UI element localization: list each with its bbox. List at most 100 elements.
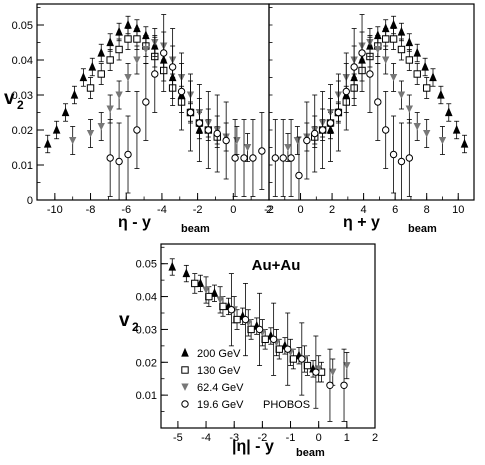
data-point bbox=[124, 19, 132, 29]
x-tick-label: 6 bbox=[392, 204, 398, 216]
data-point bbox=[227, 306, 236, 314]
data-point bbox=[303, 136, 311, 145]
data-point bbox=[255, 325, 264, 334]
data-point bbox=[115, 45, 123, 54]
data-point bbox=[275, 345, 283, 353]
x-tick-label: 1 bbox=[344, 432, 350, 444]
legend-phobos: PHOBOS bbox=[263, 399, 310, 411]
data-point bbox=[366, 70, 374, 78]
x-tick-label: -8 bbox=[86, 204, 96, 216]
panel-1-frame bbox=[36, 3, 270, 201]
data-point bbox=[350, 63, 358, 71]
x-tick-label: -1 bbox=[286, 432, 296, 444]
y-tick-label: 0.03 bbox=[136, 324, 157, 336]
panel-3-ylabel-sub: 2 bbox=[132, 320, 139, 334]
data-point bbox=[243, 144, 252, 152]
legend-marker bbox=[181, 383, 189, 391]
data-point bbox=[241, 315, 250, 324]
data-point bbox=[133, 56, 141, 64]
data-point bbox=[326, 381, 334, 389]
data-point bbox=[389, 35, 398, 43]
legend-label-200: 200 GeV bbox=[197, 348, 241, 360]
data-point bbox=[168, 63, 177, 71]
data-point bbox=[334, 108, 343, 117]
data-point bbox=[429, 72, 437, 82]
y-tick-label: 0.03 bbox=[12, 90, 33, 102]
data-point bbox=[460, 138, 469, 148]
data-point bbox=[279, 154, 287, 162]
y-tick-label: 0.05 bbox=[136, 259, 157, 271]
x-tick-label: 0 bbox=[316, 432, 322, 444]
x-tick-label: 0 bbox=[297, 204, 303, 216]
panel-1-xlabel-sub: beam bbox=[181, 223, 210, 235]
data-point bbox=[298, 355, 306, 363]
data-point bbox=[195, 119, 204, 127]
data-point bbox=[177, 87, 186, 96]
data-point bbox=[413, 70, 421, 78]
y-tick-label: 0.02 bbox=[136, 357, 157, 369]
legend-marker bbox=[181, 347, 189, 357]
x-tick-label: -10 bbox=[47, 204, 63, 216]
data-point bbox=[287, 154, 295, 162]
data-point bbox=[405, 56, 414, 64]
data-point bbox=[115, 26, 123, 36]
data-point bbox=[397, 45, 406, 54]
legend-marker bbox=[181, 400, 189, 408]
x-tick-label: -4 bbox=[201, 432, 211, 444]
data-point bbox=[397, 91, 406, 99]
data-point bbox=[437, 89, 445, 99]
data-point bbox=[233, 137, 241, 145]
data-point bbox=[106, 56, 114, 64]
data-point bbox=[405, 37, 414, 47]
data-point bbox=[358, 49, 366, 57]
data-point bbox=[405, 154, 414, 162]
data-point bbox=[247, 325, 255, 334]
legend-label-19: 19.6 GeV bbox=[197, 399, 244, 411]
y-tick-label: 0.04 bbox=[12, 55, 33, 67]
data-point bbox=[160, 49, 168, 57]
panel-3-ylabel: v bbox=[119, 310, 130, 331]
x-tick-label: -6 bbox=[121, 204, 131, 216]
data-point bbox=[88, 61, 97, 71]
panel-3-xlabel-sub: beam bbox=[296, 447, 325, 459]
data-point bbox=[438, 137, 447, 145]
data-point bbox=[142, 46, 150, 54]
data-point bbox=[258, 147, 266, 155]
x-tick-label: -2 bbox=[264, 204, 274, 216]
data-point bbox=[413, 47, 422, 57]
data-point bbox=[240, 154, 248, 162]
data-point bbox=[97, 70, 105, 78]
data-point bbox=[191, 279, 199, 288]
x-tick-label: 2 bbox=[372, 432, 378, 444]
x-tick-label: -2 bbox=[257, 432, 267, 444]
data-point bbox=[422, 84, 431, 92]
data-point bbox=[70, 89, 79, 99]
data-point bbox=[213, 129, 221, 138]
data-point bbox=[106, 105, 114, 113]
data-point bbox=[219, 302, 227, 311]
x-tick-label: 10 bbox=[452, 204, 464, 216]
data-point bbox=[52, 124, 61, 134]
data-point bbox=[249, 154, 257, 162]
y-tick-label: 0 bbox=[27, 195, 33, 207]
data-point bbox=[312, 368, 320, 376]
data-point bbox=[374, 98, 382, 106]
panel-2-frame bbox=[268, 3, 475, 201]
data-point bbox=[261, 335, 269, 343]
x-tick-label: 2 bbox=[266, 204, 272, 216]
data-point bbox=[284, 144, 292, 152]
chart-marks: -10 -8 -6 -4 -2 0 200.010.020.030.040.05-2 0 2 4 6… bbox=[12, 7, 475, 444]
data-point bbox=[79, 72, 88, 82]
data-point bbox=[389, 19, 398, 29]
data-point bbox=[151, 70, 159, 78]
data-point bbox=[389, 74, 398, 82]
x-tick-label: 0 bbox=[230, 204, 236, 216]
data-point bbox=[382, 56, 390, 64]
data-point bbox=[106, 37, 114, 47]
legend-markers bbox=[181, 347, 189, 408]
legend-label-62: 62.4 GeV bbox=[197, 382, 244, 394]
panel-3-frame bbox=[160, 243, 376, 429]
panel-3-plot: -5 -4 -3 -2 -1 0 1 2 0.01 0.02 0.03 0.04 0.05 bbox=[136, 246, 378, 444]
panel-2-xlabel: η + y bbox=[343, 214, 380, 231]
